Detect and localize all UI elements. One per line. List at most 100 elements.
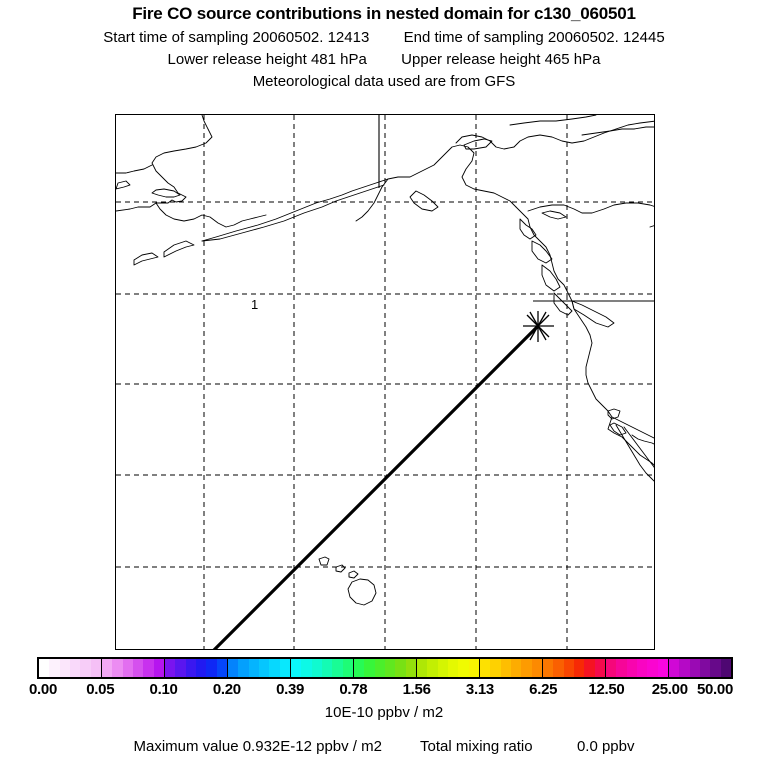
colorbar-swatch-0-4 (80, 659, 91, 677)
colorbar-swatch-10-4 (710, 659, 721, 677)
colorbar-swatch-7-3 (510, 659, 522, 677)
colorbar-swatch-3-5 (279, 659, 290, 677)
colorbar-segment-8 (543, 659, 606, 677)
colorbar-swatch-5-0 (354, 659, 365, 677)
sampling-time-line: Start time of sampling 20060502. 12413 E… (0, 29, 768, 46)
colorbar-swatch-7-5 (531, 659, 542, 677)
colorbar-swatch-0-1 (49, 659, 60, 677)
colorbar-swatch-8-3 (573, 659, 585, 677)
cluster-label-1: 1 (251, 297, 258, 312)
colorbar-tick-5: 0.78 (339, 681, 368, 698)
colorbar-segment-4 (291, 659, 354, 677)
colorbar-swatch-4-3 (321, 659, 333, 677)
colorbar-swatch-10-2 (689, 659, 700, 677)
colorbar-swatch-3-4 (269, 659, 280, 677)
colorbar-swatch-9-4 (647, 659, 658, 677)
star-marker (523, 311, 554, 342)
colorbar-swatch-4-4 (332, 659, 343, 677)
start-time-label: Start time of sampling 20060502. 12413 (103, 29, 370, 46)
colorbar-segment-1 (102, 659, 165, 677)
colorbar-swatch-8-0 (543, 659, 554, 677)
colorbar-swatch-2-2 (185, 659, 196, 677)
colorbar-tick-9: 12.50 (588, 681, 625, 698)
colorbar-swatch-1-0 (102, 659, 113, 677)
colorbar-tick-8: 6.25 (529, 681, 558, 698)
colorbar-tick-2: 0.10 (149, 681, 178, 698)
colorbar-swatch-4-5 (342, 659, 353, 677)
colorbar-swatch-8-1 (553, 659, 564, 677)
colorbar-swatch-1-4 (143, 659, 154, 677)
colorbar-unit-label: 10E-10 ppbv / m2 (324, 704, 444, 721)
colorbar-swatch-1-3 (132, 659, 144, 677)
colorbar-swatch-1-1 (112, 659, 123, 677)
colorbar-swatch-4-0 (291, 659, 302, 677)
colorbar-swatch-5-1 (364, 659, 375, 677)
map-canvas: 1 (116, 115, 654, 649)
colorbar-swatch-2-4 (206, 659, 217, 677)
colorbar-swatch-5-5 (405, 659, 416, 677)
colorbar-tick-labels: 0.00 0.05 0.10 0.20 0.39 0.78 1.56 3.13 6.25 12.5… (0, 681, 768, 701)
colorbar-swatch-6-1 (427, 659, 438, 677)
colorbar-swatch-2-0 (165, 659, 176, 677)
colorbar-tick-1: 0.05 (86, 681, 115, 698)
colorbar-swatch-5-3 (384, 659, 396, 677)
colorbar-swatch-8-4 (584, 659, 595, 677)
colorbar-segment-2 (165, 659, 228, 677)
colorbar (37, 657, 733, 679)
colorbar-swatch-3-2 (248, 659, 259, 677)
colorbar-swatch-6-0 (417, 659, 428, 677)
colorbar-segment-6 (417, 659, 480, 677)
colorbar-swatch-10-3 (699, 659, 711, 677)
colorbar-swatch-6-5 (468, 659, 479, 677)
colorbar-swatch-5-4 (395, 659, 406, 677)
colorbar-swatch-9-0 (606, 659, 617, 677)
map-panel[interactable]: 1 (115, 114, 655, 650)
colorbar-segment-9 (606, 659, 669, 677)
total-mixing-ratio-value: 0.0 ppbv (576, 738, 635, 755)
end-time-label: End time of sampling 20060502. 12445 (403, 29, 665, 46)
colorbar-tick-4: 0.39 (276, 681, 305, 698)
colorbar-swatch-5-2 (374, 659, 385, 677)
colorbar-swatch-10-1 (679, 659, 690, 677)
colorbar-swatch-8-2 (563, 659, 574, 677)
colorbar-swatch-6-4 (458, 659, 469, 677)
colorbar-swatch-10-0 (669, 659, 680, 677)
colorbar-swatch-4-2 (311, 659, 322, 677)
colorbar-swatch-0-0 (39, 659, 50, 677)
colorbar-segment-7 (480, 659, 543, 677)
footer-block: Maximum value 0.932E-12 ppbv / m2 Total … (0, 738, 768, 755)
release-height-line: Lower release height 481 hPa Upper relea… (0, 51, 768, 68)
lower-release-height-label: Lower release height 481 hPa (167, 51, 367, 68)
colorbar-swatch-3-1 (238, 659, 249, 677)
maximum-value-label: Maximum value 0.932E-12 ppbv / m2 (133, 738, 382, 755)
colorbar-segment-5 (354, 659, 417, 677)
colorbar-segment-10 (669, 659, 731, 677)
colorbar-tick-10: 25.00 (651, 681, 688, 698)
colorbar-swatch-7-2 (500, 659, 511, 677)
header-block: Fire CO source contributions in nested d… (0, 0, 768, 90)
colorbar-swatch-6-2 (437, 659, 448, 677)
colorbar-swatch-4-1 (301, 659, 312, 677)
total-mixing-ratio-label: Total mixing ratio (420, 738, 533, 755)
colorbar-swatch-8-5 (594, 659, 605, 677)
colorbar-swatch-3-0 (228, 659, 239, 677)
colorbar-swatch-6-3 (447, 659, 459, 677)
colorbar-tick-11: 50.00 (696, 681, 734, 698)
colorbar-swatch-2-5 (216, 659, 227, 677)
colorbar-swatch-1-5 (153, 659, 164, 677)
trajectory-line (212, 324, 540, 649)
colorbar-swatch-9-1 (616, 659, 627, 677)
colorbar-swatch-2-3 (195, 659, 207, 677)
colorbar-tick-3: 0.20 (212, 681, 241, 698)
colorbar-tick-0: 0.00 (29, 681, 57, 698)
met-data-label: Meteorological data used are from GFS (252, 73, 516, 90)
colorbar-swatch-9-2 (626, 659, 637, 677)
upper-release-height-label: Upper release height 465 hPa (401, 51, 601, 68)
colorbar-tick-6: 1.56 (402, 681, 431, 698)
colorbar-swatch-3-3 (258, 659, 270, 677)
colorbar-swatch-7-4 (521, 659, 532, 677)
colorbar-swatch-2-1 (175, 659, 186, 677)
colorbar-swatch-0-5 (90, 659, 101, 677)
colorbar-swatch-10-5 (720, 659, 731, 677)
colorbar-tick-7: 3.13 (465, 681, 494, 698)
